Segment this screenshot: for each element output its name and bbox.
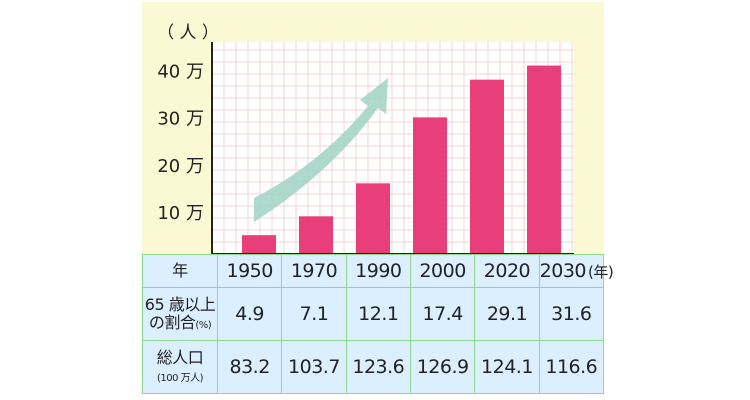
- bar: [242, 235, 276, 254]
- elderly-unit: (%): [195, 320, 212, 331]
- population-cell: 103.7: [281, 340, 347, 394]
- year-cell: 1970: [281, 254, 347, 288]
- year-unit: (年): [588, 263, 614, 281]
- year-cell-last: 2030 (年): [538, 254, 614, 288]
- y-tick-label: 10 万: [157, 203, 204, 224]
- y-tick-label: 20 万: [157, 156, 204, 177]
- bar-series: [242, 65, 561, 254]
- year-cell: 2030: [539, 260, 587, 282]
- population-header: 総人口 (100 万人): [142, 340, 218, 394]
- year-cell: 2000: [409, 254, 476, 288]
- elderly-share-cell: 7.1: [281, 287, 347, 341]
- elderly-share-cell: 31.6: [538, 287, 605, 341]
- population-cell: 126.9: [409, 340, 476, 394]
- elderly-share-cell: 4.9: [216, 287, 283, 341]
- year-cell: 1950: [216, 254, 283, 288]
- chart-axes: 10 万 20 万 30 万 40 万: [157, 42, 574, 254]
- population-label: 総人口: [156, 348, 204, 368]
- bar: [299, 216, 333, 254]
- elderly-share-header: 65 歳以上 の割合(%): [142, 287, 218, 341]
- bar: [356, 183, 390, 254]
- year-cell: 2020: [474, 254, 540, 288]
- population-unit: (100 万人): [156, 373, 204, 384]
- bar: [413, 117, 447, 254]
- table-row-elderly-share: 65 歳以上 の割合(%) 4.9 7.1 12.1 17.4 29.1 31.6: [142, 287, 605, 341]
- table-row-year: 年 1950 1970 1990 2000 2020 2030 (年): [142, 254, 614, 288]
- chart-grid: [211, 42, 574, 254]
- year-cell: 1990: [345, 254, 411, 288]
- table-row-population: 総人口 (100 万人) 83.2 103.7 123.6 126.9 124.1…: [142, 340, 605, 394]
- population-cell: 124.1: [474, 340, 540, 394]
- elderly-share-cell: 17.4: [409, 287, 476, 341]
- y-axis-unit-label: （ 人 ）: [157, 23, 219, 43]
- bar-chart: 10 万 20 万 30 万 40 万 （ 人 ）: [157, 23, 574, 254]
- trend-arrow: [254, 78, 388, 222]
- population-cell: 116.6: [538, 340, 605, 394]
- elderly-label-line1: 65 歳以上: [144, 295, 216, 315]
- population-cell: 123.6: [345, 340, 411, 394]
- y-tick-label: 30 万: [157, 109, 204, 130]
- bar: [470, 79, 504, 254]
- bar: [527, 65, 561, 254]
- elderly-share-cell: 29.1: [474, 287, 540, 341]
- trend-arrow-shape: [254, 78, 388, 222]
- chart-panel: 10 万 20 万 30 万 40 万 （ 人 ）: [142, 2, 604, 254]
- y-tick-label: 40 万: [157, 62, 204, 83]
- elderly-label-line2: の割合: [148, 313, 196, 332]
- elderly-share-cell: 12.1: [345, 287, 411, 341]
- population-cell: 83.2: [216, 340, 283, 394]
- data-table: 年 1950 1970 1990 2000 2020 2030 (年) 65 歳以…: [142, 254, 614, 394]
- year-header: 年: [142, 254, 218, 288]
